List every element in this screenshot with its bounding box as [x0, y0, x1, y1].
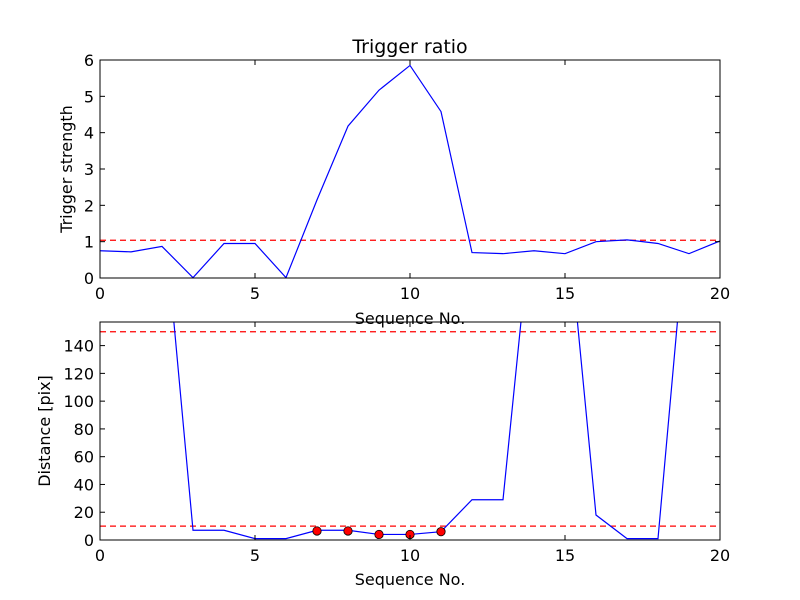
x-tick-label: 5 [250, 546, 260, 565]
y-tick-label: 0 [84, 531, 94, 550]
series-line-0 [100, 64, 720, 278]
y-tick-label: 100 [63, 392, 94, 411]
x-axis-label: Sequence No. [355, 309, 466, 328]
x-tick-label: 5 [250, 284, 260, 303]
y-tick-label: 120 [63, 364, 94, 383]
x-axis-label: Sequence No. [355, 570, 466, 589]
y-tick-label: 6 [84, 51, 94, 70]
data-point-marker [374, 529, 384, 540]
trigger-ratio-plot: Trigger ratio 0 5 10 15 20 0 1 2 3 4 5 6 Sequence N… [57, 36, 730, 328]
y-tick-label: 3 [84, 160, 94, 179]
y-tick-label: 60 [74, 448, 94, 467]
y-tick-label: 4 [84, 124, 94, 143]
y-tick-label: 2 [84, 196, 94, 215]
x-tick-label: 15 [555, 284, 575, 303]
axes-frame [99, 321, 721, 541]
x-tick-label: 0 [95, 284, 105, 303]
x-tick-label: 20 [710, 546, 730, 565]
y-tick-label: 1 [84, 233, 94, 252]
y-tick-label: 5 [84, 87, 94, 106]
plot-title: Trigger ratio [351, 36, 467, 58]
x-tick-label: 10 [400, 284, 420, 303]
data-point-marker [436, 527, 446, 537]
y-tick-label: 140 [63, 337, 94, 356]
y-axis-label: Trigger strength [57, 105, 76, 234]
y-tick-label: 0 [84, 269, 94, 288]
x-tick-label: 20 [710, 284, 730, 303]
axes-frame [99, 59, 721, 279]
y-tick-label: 20 [74, 503, 94, 522]
y-axis-label: Distance [pix] [35, 375, 54, 487]
data-point-marker [312, 526, 322, 536]
series-line-0 [173, 322, 679, 540]
x-tick-label: 15 [555, 546, 575, 565]
x-tick-label: 0 [95, 546, 105, 565]
y-tick-label: 40 [74, 475, 94, 494]
data-point-marker [343, 526, 353, 536]
x-tick-label: 10 [400, 546, 420, 565]
y-tick-label: 80 [74, 420, 94, 439]
